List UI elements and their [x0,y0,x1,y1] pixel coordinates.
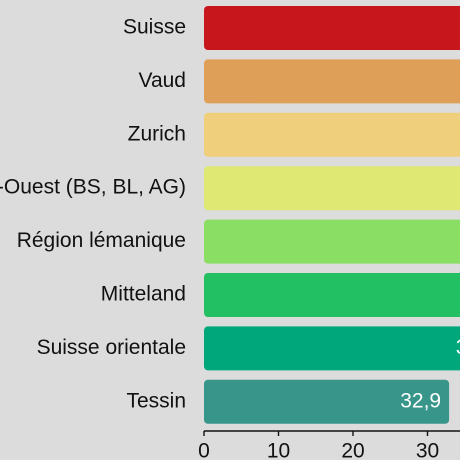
value-label: 32,9 [400,389,441,412]
bar [204,166,460,211]
bar [204,112,460,157]
category-label: Mitteland [101,283,186,306]
category-label: Zurich [128,122,186,145]
bar [204,273,460,317]
x-tick-label: 30 [416,440,439,460]
bar [204,326,460,371]
category-label: Tessin [126,389,186,412]
category-label: Nord-Ouest (BS, BL, AG) [0,176,186,199]
x-tick-label: 0 [198,440,210,460]
bar [204,219,460,264]
category-label: Suisse orientale [37,336,186,359]
bar [204,379,450,424]
category-label: Région lémanique [17,229,186,252]
value-labels-group: 43443832,9 [400,336,460,412]
x-ticks-group: 0 10 20 30 [198,431,439,460]
bar [204,6,460,50]
bar [204,59,460,104]
category-label: Vaud [139,69,187,92]
x-tick-label: 20 [341,440,364,460]
category-label: Suisse [123,16,186,39]
category-labels-group: Suisse Vaud Zurich Nord-Ouest (BS, BL, AG) R… [0,16,186,413]
bars-group [204,6,460,424]
x-tick-label: 10 [267,440,290,460]
value-label: 38 [456,336,460,359]
